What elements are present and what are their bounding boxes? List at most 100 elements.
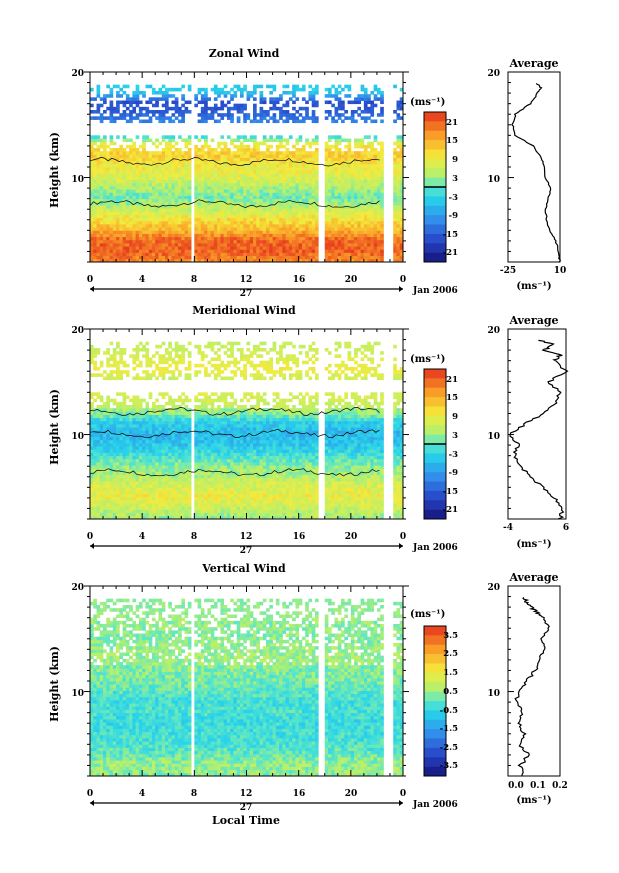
heatmap-cell xyxy=(347,220,352,225)
heatmap-cell xyxy=(106,503,110,507)
heatmap-cell xyxy=(155,496,159,501)
heatmap-cell xyxy=(158,157,163,162)
heatmap-cell xyxy=(269,258,273,263)
heatmap-cell xyxy=(119,471,123,476)
heatmap-cell xyxy=(158,255,163,260)
heatmap-cell xyxy=(145,411,150,415)
panel-zonal: Zonal Wind 20 10 Height (km) 0 4 8 12 16… xyxy=(48,47,566,299)
heatmap-cell xyxy=(161,167,166,171)
heatmap-cell xyxy=(109,214,114,219)
heatmap-cell xyxy=(376,160,381,165)
heatmap-cell xyxy=(197,148,202,152)
heatmap-cell xyxy=(399,205,404,209)
heatmap-cell xyxy=(292,151,296,155)
heatmap-cell xyxy=(164,246,169,250)
heatmap-cell xyxy=(350,243,355,247)
heatmap-cell xyxy=(129,113,133,117)
heatmap-cell xyxy=(181,198,185,203)
heatmap-cell xyxy=(210,246,215,250)
heatmap-cell xyxy=(350,151,355,155)
heatmap-cell xyxy=(259,163,264,168)
heatmap-cell xyxy=(334,138,339,143)
heatmap-cell xyxy=(129,163,133,168)
heatmap-cell xyxy=(122,490,127,495)
heatmap-cell xyxy=(155,249,159,253)
heatmap-cell xyxy=(106,465,110,469)
heatmap-cell xyxy=(194,243,198,247)
heatmap-cell xyxy=(90,214,94,219)
heatmap-cell xyxy=(181,84,185,89)
heatmap-cell xyxy=(266,258,270,263)
heatmap-cell xyxy=(314,255,319,260)
heatmap-cell xyxy=(279,246,283,250)
heatmap-cell xyxy=(116,430,120,434)
heatmap-cell xyxy=(96,477,101,482)
heatmap-cell xyxy=(96,154,101,158)
heatmap-cell xyxy=(155,100,159,105)
heatmap-cell xyxy=(99,496,104,501)
heatmap-cell xyxy=(125,182,130,187)
heatmap-cell xyxy=(350,211,355,215)
heatmap-cell xyxy=(96,465,101,469)
heatmap-cell xyxy=(236,258,241,263)
heatmap-cell xyxy=(132,227,137,231)
heatmap-cell xyxy=(370,160,375,165)
heatmap-cell xyxy=(376,97,381,101)
heatmap-cell xyxy=(132,182,137,187)
heatmap-cell xyxy=(373,119,378,124)
heatmap-cell xyxy=(213,258,218,263)
heatmap-cell xyxy=(288,167,293,171)
heatmap-cell xyxy=(236,243,241,247)
heatmap-cell xyxy=(93,490,97,495)
heatmap-cell xyxy=(367,110,371,114)
heatmap-cell xyxy=(138,398,143,403)
heatmap-cell xyxy=(301,170,306,174)
heatmap-cell xyxy=(262,195,267,200)
heatmap-cell xyxy=(161,151,166,155)
heatmap-cell xyxy=(200,189,205,193)
heatmap-cell xyxy=(96,481,101,485)
heatmap-cell xyxy=(337,249,342,253)
heatmap-cell xyxy=(106,446,110,450)
heatmap-cell xyxy=(256,224,260,228)
heatmap-cell xyxy=(103,227,107,231)
heatmap-cell xyxy=(262,160,267,165)
heatmap-cell xyxy=(122,182,127,187)
heatmap-cell xyxy=(331,160,335,165)
heatmap-cell xyxy=(396,135,401,139)
heatmap-cell xyxy=(135,439,140,444)
heatmap-cell xyxy=(109,173,114,177)
heatmap-cell xyxy=(207,148,212,152)
heatmap-cell xyxy=(279,230,283,234)
heatmap-cell xyxy=(226,208,231,212)
heatmap-cell xyxy=(230,249,234,253)
heatmap-cell xyxy=(226,201,231,206)
heatmap-cell xyxy=(132,252,137,257)
heatmap-cell xyxy=(288,163,293,168)
heatmap-cell xyxy=(155,167,159,171)
heatmap-cell xyxy=(253,239,257,244)
heatmap-cell xyxy=(106,414,110,419)
heatmap-cell xyxy=(370,239,375,244)
heatmap-cell xyxy=(125,443,130,447)
heatmap-cell xyxy=(266,208,270,212)
heatmap-cell xyxy=(116,236,120,241)
heatmap-cell xyxy=(119,411,123,415)
heatmap-cell xyxy=(142,163,146,168)
heatmap-cell xyxy=(373,170,378,174)
heatmap-cell xyxy=(204,192,208,196)
heatmap-cell xyxy=(204,91,208,95)
heatmap-cell xyxy=(151,192,156,196)
heatmap-cell xyxy=(226,230,231,234)
heatmap-cell xyxy=(106,186,110,190)
heatmap-cell xyxy=(168,116,172,120)
heatmap-cell xyxy=(135,500,140,504)
heatmap-cell xyxy=(305,217,309,222)
heatmap-cell xyxy=(282,201,287,206)
heatmap-cell xyxy=(158,192,163,196)
heatmap-cell xyxy=(194,220,198,225)
heatmap-cell xyxy=(354,138,358,143)
heatmap-cell xyxy=(269,211,273,215)
heatmap-cell xyxy=(223,186,228,190)
heatmap-cell xyxy=(399,224,404,228)
